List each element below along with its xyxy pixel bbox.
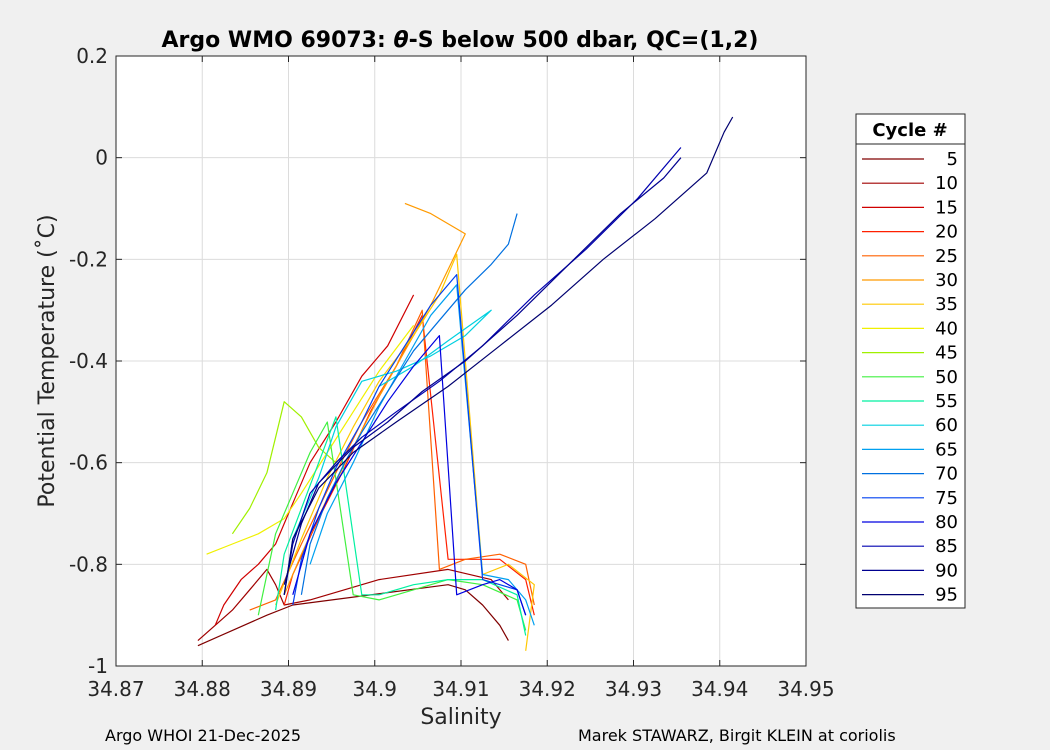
series-line-cycle-95: [283, 116, 734, 595]
y-tick-label: -0.4: [69, 349, 108, 373]
legend-label-cycle-25: 25: [935, 246, 958, 267]
y-axis-ticks: -1 -0.8 -0.6 -0.4 -0.2 0 0.2: [69, 44, 806, 678]
x-tick-label: 34.95: [777, 677, 834, 701]
series-line-cycle-85: [283, 147, 682, 595]
legend-label-cycle-10: 10: [935, 173, 958, 194]
legend-label-cycle-55: 55: [935, 391, 958, 412]
series-line-cycle-75: [292, 274, 527, 616]
legend-label-cycle-50: 50: [935, 367, 958, 388]
legend-label-cycle-75: 75: [935, 488, 958, 509]
legend-label-cycle-20: 20: [935, 222, 958, 243]
x-axis-ticks: 34.87 34.88 34.89 34.9 34.91 34.92 34.93 34.94 3…: [87, 56, 835, 701]
legend: Cycle # 5 10 15 20 25 30 35 40 45 50 55 60 65 70 75 80 8…: [855, 113, 966, 609]
legend-label-cycle-40: 40: [935, 318, 958, 339]
x-tick-label: 34.88: [174, 677, 231, 701]
x-tick-label: 34.91: [432, 677, 489, 701]
y-tick-label: 0.2: [76, 44, 108, 68]
legend-label-cycle-65: 65: [935, 439, 958, 460]
legend-title: Cycle #: [872, 120, 947, 141]
legend-label-cycle-5: 5: [947, 149, 958, 170]
legend-label-cycle-45: 45: [935, 343, 958, 364]
x-tick-label: 34.9: [352, 677, 397, 701]
y-tick-label: -1: [88, 654, 108, 678]
footer-right: Marek STAWARZ, Birgit KLEIN at coriolis: [578, 726, 896, 745]
legend-label-cycle-60: 60: [935, 415, 958, 436]
legend-box: [855, 113, 966, 609]
series-line-cycle-35: [275, 253, 535, 651]
legend-items: 5 10 15 20 25 30 35 40 45 50 55 60 65 70 75 80 85 90 95: [862, 149, 958, 606]
series-line-cycle-40: [206, 325, 415, 555]
x-tick-label: 34.94: [691, 677, 748, 701]
legend-label-cycle-90: 90: [935, 560, 958, 581]
series-line-cycle-55: [275, 416, 527, 636]
chart-title: Argo WMO 69073: θ-S below 500 dbar, QC=(…: [162, 28, 759, 53]
x-tick-label: 34.93: [605, 677, 662, 701]
y-tick-label: -0.8: [69, 552, 108, 576]
series-line-cycle-90: [283, 157, 682, 585]
legend-label-cycle-15: 15: [935, 197, 958, 218]
series-line-cycle-45: [231, 401, 363, 535]
x-tick-label: 34.89: [260, 677, 317, 701]
legend-label-cycle-35: 35: [935, 294, 958, 315]
legend-label-cycle-80: 80: [935, 512, 958, 533]
series-line-cycle-65: [309, 284, 535, 626]
series-line-cycle-15: [214, 294, 415, 626]
legend-label-cycle-30: 30: [935, 270, 958, 291]
footer-left: Argo WHOI 21-Dec-2025: [105, 726, 301, 745]
series-line-cycle-80: [292, 335, 527, 616]
x-tick-label: 34.92: [519, 677, 576, 701]
y-axis-label: Potential Temperature (˚C): [35, 214, 60, 507]
series-line-cycle-5: [197, 584, 509, 647]
legend-label-cycle-85: 85: [935, 536, 958, 557]
y-tick-label: -0.2: [69, 247, 108, 271]
series-layer: [197, 116, 734, 651]
x-axis-label: Salinity: [420, 705, 501, 730]
y-tick-label: 0: [95, 146, 108, 170]
legend-label-cycle-70: 70: [935, 464, 958, 485]
legend-label-cycle-95: 95: [935, 585, 958, 606]
y-tick-label: -0.6: [69, 451, 108, 475]
x-tick-label: 34.87: [87, 677, 144, 701]
